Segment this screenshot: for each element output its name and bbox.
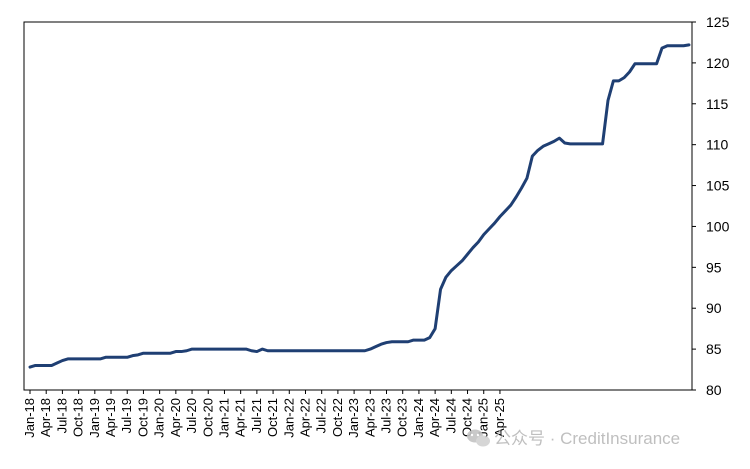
- x-tick-label: Jul-19: [119, 398, 134, 433]
- x-tick-label: Jan-25: [476, 398, 491, 438]
- x-tick-label: Jul-23: [379, 398, 394, 433]
- x-tick-label: Oct-21: [265, 398, 280, 437]
- x-tick-label: Apr-22: [297, 398, 312, 437]
- x-tick-label: Oct-22: [330, 398, 345, 437]
- y-tick-label: 90: [706, 300, 722, 316]
- x-tick-label: Apr-21: [233, 398, 248, 437]
- x-tick-label: Jan-19: [87, 398, 102, 438]
- wechat-icon: [467, 429, 490, 447]
- x-tick-label: Jul-22: [314, 398, 329, 433]
- x-tick-label: Oct-18: [71, 398, 86, 437]
- x-tick-label: Apr-23: [362, 398, 377, 437]
- x-tick-label: Oct-19: [135, 398, 150, 437]
- x-tick-label: Jan-23: [346, 398, 361, 438]
- x-axis: Jan-18 Apr-18 Jul-18 Oct-18 Jan-19 Apr-19 Jul-…: [22, 390, 507, 438]
- x-tick-label: Apr-19: [103, 398, 118, 437]
- x-tick-label: Jan-21: [216, 398, 231, 438]
- watermark-text: 公众号 · CreditInsurance: [494, 429, 680, 448]
- y-tick-label: 120: [706, 55, 730, 71]
- x-tick-label: Jul-21: [249, 398, 264, 433]
- y-tick-label: 85: [706, 341, 722, 357]
- x-tick-label: Jan-20: [152, 398, 167, 438]
- x-tick-label: Oct-23: [395, 398, 410, 437]
- y-tick-label: 115: [706, 96, 729, 112]
- y-axis: 80 85 90 95 100 105 110 115 120 125: [692, 14, 730, 398]
- y-tick-label: 105: [706, 178, 730, 194]
- series-line: [28, 43, 691, 369]
- x-tick-label: Apr-24: [427, 398, 442, 437]
- y-tick-label: 95: [706, 259, 722, 275]
- y-tick-label: 110: [706, 137, 729, 153]
- watermark: 公众号 · CreditInsurance: [467, 429, 680, 448]
- x-tick-label: Oct-20: [200, 398, 215, 437]
- x-tick-label: Jan-22: [281, 398, 296, 438]
- x-tick-label: Apr-25: [492, 398, 507, 437]
- x-tick-label: Apr-18: [38, 398, 53, 437]
- x-tick-label: Apr-20: [168, 398, 183, 437]
- x-tick-label: Jul-24: [443, 398, 458, 433]
- x-tick-label: Oct-24: [460, 398, 475, 437]
- x-tick-label: Jan-24: [411, 398, 426, 438]
- x-tick-label: Jan-18: [22, 398, 37, 438]
- x-tick-label: Jul-20: [184, 398, 199, 433]
- y-tick-label: 125: [706, 14, 730, 30]
- y-tick-label: 80: [706, 382, 722, 398]
- y-tick-label: 100: [706, 218, 730, 234]
- plot-frame: [23, 21, 693, 391]
- x-tick-label: Jul-18: [54, 398, 69, 433]
